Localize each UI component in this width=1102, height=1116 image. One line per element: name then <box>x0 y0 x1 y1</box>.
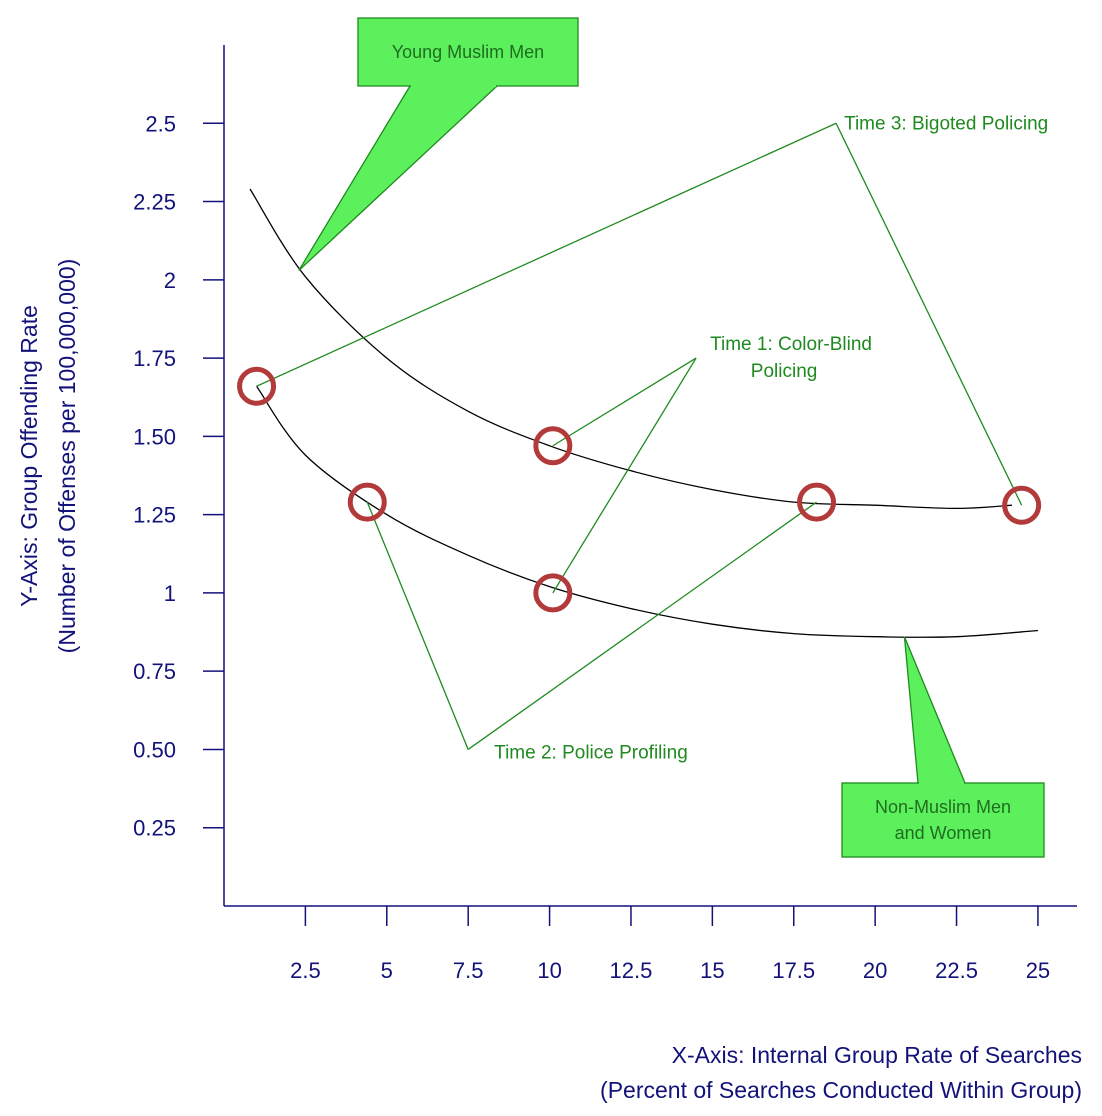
y-tick-label: 1.50 <box>133 424 176 449</box>
y-tick-label: 1.25 <box>133 503 176 528</box>
callout-pointer <box>298 85 499 271</box>
y-tick-label: 0.50 <box>133 737 176 762</box>
callout-box <box>841 782 1045 858</box>
annotation-label: Time 2: Police Profiling <box>494 742 688 763</box>
callout-label: and Women <box>895 823 992 843</box>
callout-pointer <box>903 636 966 784</box>
data-point-marker <box>533 573 573 613</box>
y-axis-title-line1: Y-Axis: Group Offending Rate <box>16 305 42 607</box>
x-axis-title-line1: X-Axis: Internal Group Rate of Searches <box>672 1042 1082 1068</box>
markers-layer <box>237 366 1042 613</box>
axis-titles-layer: X-Axis: Internal Group Rate of Searches (… <box>16 259 1082 1103</box>
x-tick-label: 12.5 <box>610 958 653 983</box>
annotation-leader-line <box>256 122 837 387</box>
x-tick-label: 15 <box>700 958 724 983</box>
callout-label: Young Muslim Men <box>392 42 544 62</box>
x-tick-label: 7.5 <box>453 958 484 983</box>
annotations-layer: Time 1: Color-Blind Policing Time 2: Polic… <box>256 113 1048 763</box>
y-tick-label: 2 <box>164 268 176 293</box>
x-axis-title-line2: (Percent of Searches Conducted Within Gr… <box>600 1077 1082 1103</box>
curves-layer <box>249 188 1038 638</box>
y-axis-title-line2: (Number of Offenses per 100,000,000) <box>54 259 80 654</box>
data-point-marker <box>1002 485 1042 525</box>
data-point-marker <box>347 482 387 522</box>
annotation-label: Time 1: Color-Blind <box>710 334 872 355</box>
x-tick-label: 10 <box>537 958 561 983</box>
x-tick-label: 5 <box>381 958 393 983</box>
y-tick-label: 0.25 <box>133 816 176 841</box>
axes-layer: 0.25 0.50 0.75 1 1.25 1.50 1.75 2 2.25 2.5 2.5 5 7.5… <box>133 45 1077 983</box>
data-point-marker <box>237 366 277 406</box>
x-tick-label: 17.5 <box>772 958 815 983</box>
annotation-leader-line <box>835 122 1023 506</box>
callouts-layer: Young Muslim Men Non-Muslim Men and Women <box>298 17 1045 858</box>
y-tick-label: 2.5 <box>145 111 176 136</box>
y-tick-label: 0.75 <box>133 659 176 684</box>
y-tick-label: 1.75 <box>133 346 176 371</box>
annotation-label: Time 3: Bigoted Policing <box>844 113 1048 134</box>
x-tick-label: 22.5 <box>935 958 978 983</box>
annotation-leader-line <box>552 357 697 447</box>
series-line-1 <box>249 188 1012 510</box>
x-tick-label: 2.5 <box>290 958 321 983</box>
y-tick-label: 1 <box>164 581 176 606</box>
y-tick-label: 2.25 <box>133 190 176 215</box>
x-tick-label: 20 <box>863 958 887 983</box>
annotation-leader-line <box>467 501 817 750</box>
data-point-marker <box>797 482 837 522</box>
callout-label: Non-Muslim Men <box>875 797 1011 817</box>
annotation-leader-line <box>366 501 469 750</box>
series-line-2 <box>256 385 1038 638</box>
data-point-marker <box>533 426 573 466</box>
x-tick-label: 25 <box>1026 958 1050 983</box>
annotation-leader-line <box>552 357 697 594</box>
annotation-label: Policing <box>751 361 818 382</box>
